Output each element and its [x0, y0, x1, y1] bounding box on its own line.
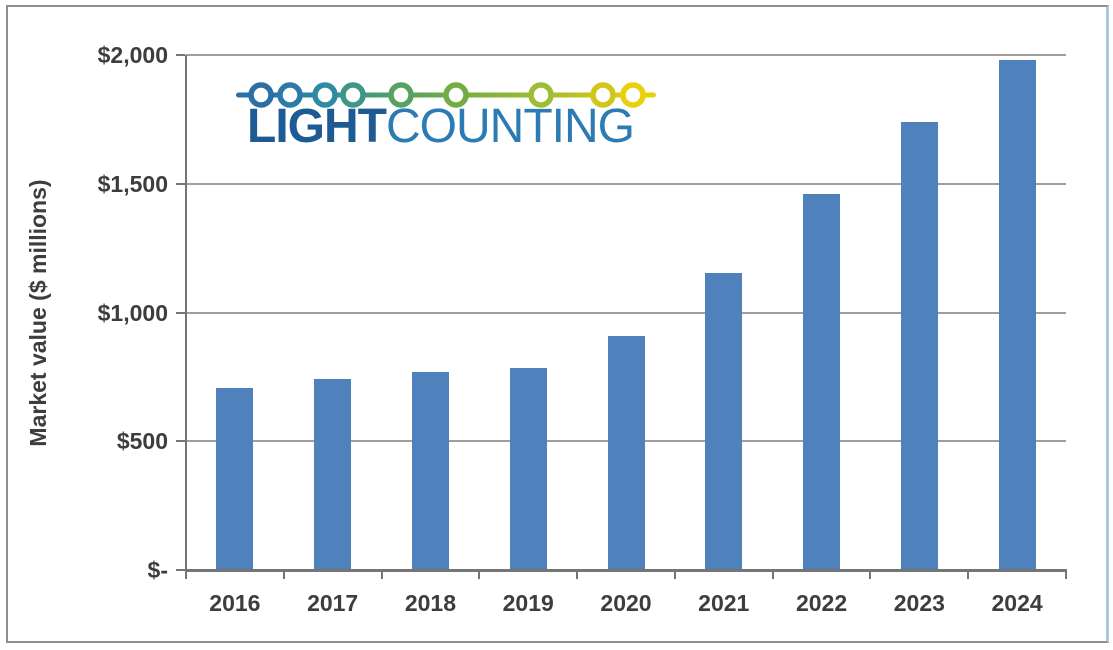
logo-text-counting: COUNTING: [385, 100, 635, 153]
logo-circle-1: [248, 82, 274, 108]
x-label-2019: 2019: [502, 590, 554, 616]
logo-circle-4: [340, 82, 366, 108]
gridline-2000: [186, 54, 1066, 56]
bar-2018: [411, 371, 449, 570]
y-tick-1000: [176, 311, 185, 314]
bar-2019: [509, 367, 547, 570]
y-tick-500: [176, 440, 185, 443]
x-label-2021: 2021: [698, 590, 750, 616]
y-tick-2000: [176, 54, 185, 56]
logo-wordmark: LIGHTCOUNTING: [247, 99, 635, 154]
bar-2021: [705, 272, 743, 570]
lightcounting-logo: LIGHTCOUNTING: [234, 73, 674, 163]
gridline-1000: [186, 311, 1066, 314]
y-axis-line: [185, 55, 187, 571]
x-axis-line: [185, 569, 1067, 572]
x-label-2016: 2016: [209, 590, 261, 616]
logo-circle-6: [443, 82, 469, 108]
y-tick-label-1500: $1,500: [97, 170, 168, 197]
logo-circle-2: [277, 82, 303, 108]
bar-2024: [998, 60, 1036, 570]
x-label-2022: 2022: [795, 590, 848, 616]
logo-circle-7: [528, 82, 554, 108]
logo-circle-8: [590, 82, 616, 108]
logo-circle-5: [388, 82, 414, 108]
x-tick-9: [1065, 571, 1067, 579]
x-label-2017: 2017: [307, 590, 359, 616]
bar-2023: [900, 121, 938, 570]
gridline-1500: [186, 182, 1066, 185]
bar-2016: [216, 388, 254, 570]
x-tick-7: [869, 571, 872, 579]
x-tick-5: [673, 571, 676, 579]
y-tick-label-1000: $1,000: [97, 299, 168, 326]
x-tick-6: [771, 571, 774, 579]
x-tick-3: [478, 571, 481, 579]
x-tick-1: [282, 571, 285, 579]
x-tick-8: [967, 571, 970, 579]
y-tick-label-500: $500: [116, 428, 168, 455]
bar-2017: [314, 379, 352, 570]
x-tick-4: [576, 571, 579, 579]
y-tick-label-2000: $2,000: [97, 42, 168, 68]
y-tick-label-0: $-: [147, 557, 168, 583]
logo-text-light: LIGHT: [247, 100, 387, 153]
logo-circle-3: [312, 82, 338, 108]
bar-2020: [607, 335, 645, 570]
x-tick-2: [380, 571, 383, 579]
y-tick-0: [176, 569, 185, 571]
logo-dot-chain-graphic: [236, 82, 656, 108]
x-label-2020: 2020: [600, 590, 652, 616]
bar-2022: [803, 194, 841, 570]
x-label-2023: 2023: [893, 590, 945, 616]
logo-circle-9: [620, 82, 646, 108]
y-tick-1500: [176, 182, 185, 185]
x-tick-0: [185, 571, 187, 579]
x-label-2024: 2024: [991, 590, 1043, 616]
x-label-2018: 2018: [404, 590, 457, 616]
